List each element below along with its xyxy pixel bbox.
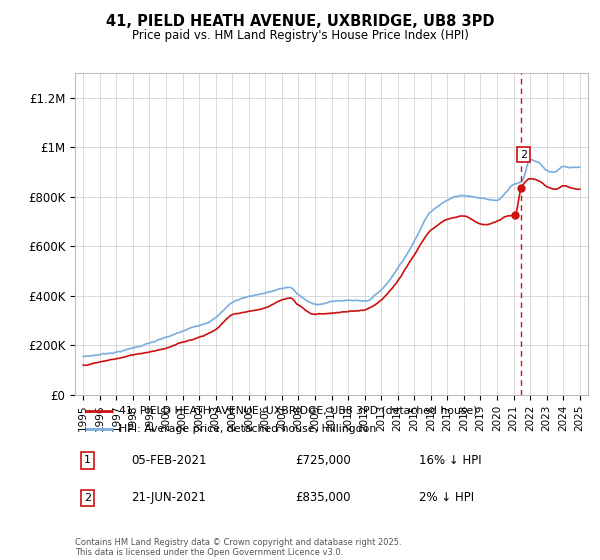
Text: 16% ↓ HPI: 16% ↓ HPI xyxy=(419,454,481,467)
Text: 41, PIELD HEATH AVENUE, UXBRIDGE, UB8 3PD (detached house): 41, PIELD HEATH AVENUE, UXBRIDGE, UB8 3P… xyxy=(119,405,477,416)
Text: Price paid vs. HM Land Registry's House Price Index (HPI): Price paid vs. HM Land Registry's House … xyxy=(131,29,469,42)
Text: 21-JUN-2021: 21-JUN-2021 xyxy=(131,491,206,504)
Text: 05-FEB-2021: 05-FEB-2021 xyxy=(131,454,207,467)
Text: HPI: Average price, detached house, Hillingdon: HPI: Average price, detached house, Hill… xyxy=(119,424,376,434)
Text: 2% ↓ HPI: 2% ↓ HPI xyxy=(419,491,474,504)
Text: £835,000: £835,000 xyxy=(296,491,351,504)
Text: 2: 2 xyxy=(84,493,91,503)
Text: £725,000: £725,000 xyxy=(296,454,352,467)
Text: Contains HM Land Registry data © Crown copyright and database right 2025.
This d: Contains HM Land Registry data © Crown c… xyxy=(75,538,401,557)
Text: 2: 2 xyxy=(520,150,527,160)
Text: 41, PIELD HEATH AVENUE, UXBRIDGE, UB8 3PD: 41, PIELD HEATH AVENUE, UXBRIDGE, UB8 3P… xyxy=(106,14,494,29)
Text: 1: 1 xyxy=(85,455,91,465)
